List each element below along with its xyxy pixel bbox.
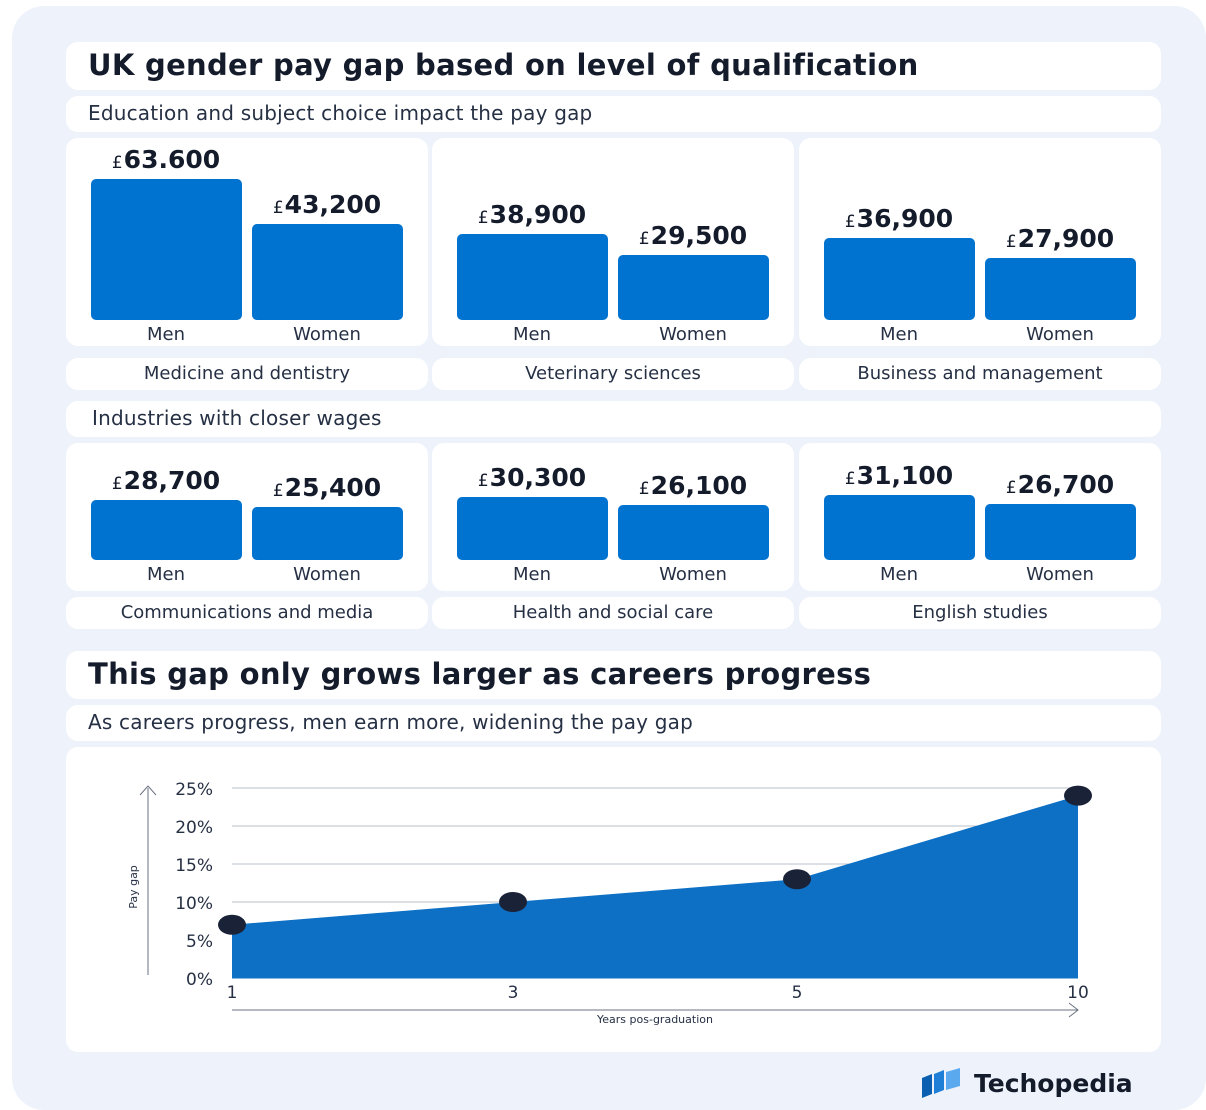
subtitle-panel [66, 96, 1161, 132]
value-number: 26,100 [650, 471, 748, 500]
currency-symbol: £ [111, 153, 123, 173]
bar [985, 504, 1136, 560]
value-number: 29,500 [650, 221, 748, 250]
currency-symbol: £ [638, 229, 650, 249]
bar [985, 258, 1136, 320]
value-label: £38,900 [457, 200, 607, 229]
bar [91, 500, 242, 560]
currency-symbol: £ [844, 469, 856, 489]
career-subtitle-panel [66, 705, 1161, 741]
industry-label: English studies [912, 602, 1048, 623]
industry-label-panel [799, 597, 1161, 629]
career-subtitle: As careers progress, men earn more, wide… [88, 710, 694, 734]
currency-symbol: £ [477, 471, 489, 491]
industry-label-panel [66, 597, 428, 629]
category-label: Men [512, 564, 551, 585]
career-title: This gap only grows larger as careers pr… [88, 657, 872, 691]
category-label: Women [293, 324, 361, 345]
category-label: Women [659, 324, 727, 345]
currency-symbol: £ [477, 208, 489, 228]
value-label: £31,100 [824, 461, 974, 490]
bar [618, 505, 769, 560]
value-number: 43,200 [284, 190, 382, 219]
value-number: 63.600 [123, 145, 221, 174]
currency-symbol: £ [1005, 478, 1017, 498]
value-label: £27,900 [985, 224, 1135, 253]
industry-label-panel [66, 358, 428, 390]
value-number: 31,100 [856, 461, 954, 490]
category-label: Women [293, 564, 361, 585]
brand: Techopedia [920, 1066, 1133, 1100]
industry-label: Business and management [857, 363, 1103, 384]
value-number: 28,700 [123, 466, 221, 495]
bar [824, 495, 975, 560]
bar [252, 507, 403, 560]
value-label: £63.600 [91, 145, 241, 174]
category-label: Women [1026, 564, 1094, 585]
category-label: Men [512, 324, 551, 345]
category-label: Men [879, 564, 918, 585]
industry-label-panel [432, 358, 794, 390]
career-title-panel [66, 651, 1161, 699]
value-number: 26,700 [1017, 470, 1115, 499]
page-title: UK gender pay gap based on level of qual… [88, 48, 919, 82]
brand-name: Techopedia [974, 1068, 1133, 1098]
category-label: Men [146, 564, 185, 585]
currency-symbol: £ [111, 474, 123, 494]
industry-label: Veterinary sciences [525, 363, 701, 384]
value-number: 30,300 [489, 463, 587, 492]
title-panel [66, 42, 1161, 90]
bar [91, 179, 242, 320]
currency-symbol: £ [844, 212, 856, 232]
value-label: £29,500 [618, 221, 768, 250]
category-label: Women [1026, 324, 1094, 345]
industries-subtitle-panel [66, 401, 1161, 437]
value-label: £30,300 [457, 463, 607, 492]
value-label: £25,400 [252, 473, 402, 502]
value-label: £28,700 [91, 466, 241, 495]
bar [824, 238, 975, 320]
value-label: £43,200 [252, 190, 402, 219]
industry-label: Health and social care [512, 602, 714, 623]
value-number: 25,400 [284, 473, 382, 502]
bar [457, 497, 608, 560]
category-label: Women [659, 564, 727, 585]
industries-subtitle: Industries with closer wages [92, 406, 382, 430]
value-label: £26,100 [618, 471, 768, 500]
bar [618, 255, 769, 320]
currency-symbol: £ [638, 479, 650, 499]
area-chart-panel [66, 747, 1161, 1052]
value-label: £36,900 [824, 204, 974, 233]
currency-symbol: £ [272, 198, 284, 218]
category-label: Men [879, 324, 918, 345]
bar [252, 224, 403, 320]
category-label: Men [146, 324, 185, 345]
industry-label: Medicine and dentistry [143, 363, 351, 384]
currency-symbol: £ [272, 481, 284, 501]
value-number: 36,900 [856, 204, 954, 233]
techopedia-logo-icon [922, 1068, 960, 1098]
industry-label-panel [799, 358, 1161, 390]
value-label: £26,700 [985, 470, 1135, 499]
value-number: 27,900 [1017, 224, 1115, 253]
value-number: 38,900 [489, 200, 587, 229]
bar [457, 234, 608, 320]
currency-symbol: £ [1005, 232, 1017, 252]
industry-label: Communications and media [120, 602, 374, 623]
page-subtitle: Education and subject choice impact the … [88, 101, 593, 125]
industry-label-panel [432, 597, 794, 629]
